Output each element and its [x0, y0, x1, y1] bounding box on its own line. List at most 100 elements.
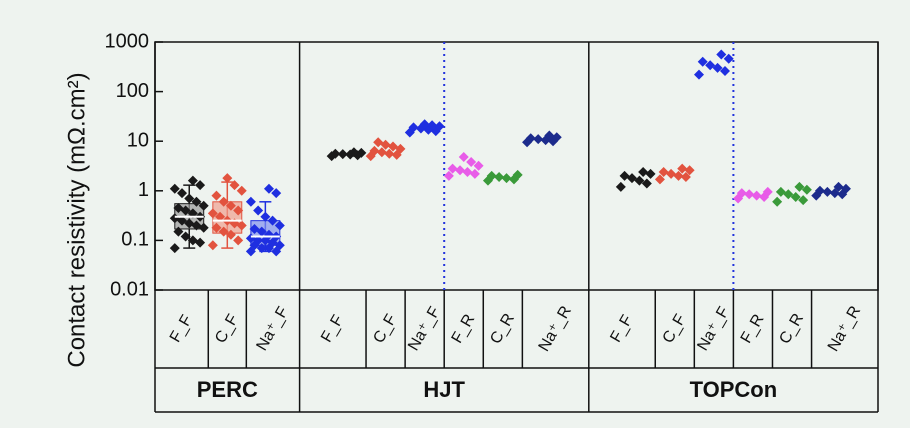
point [775, 186, 786, 197]
point [173, 203, 184, 214]
point [801, 184, 812, 195]
point [356, 147, 367, 158]
point [723, 53, 734, 64]
point [469, 168, 480, 179]
point [626, 173, 637, 184]
point [455, 165, 466, 176]
point [443, 170, 454, 181]
point [641, 178, 652, 189]
group-label: TOPCon [690, 377, 778, 402]
point [798, 195, 809, 206]
point [256, 243, 267, 254]
point [427, 120, 438, 131]
point [198, 200, 209, 211]
point [694, 69, 705, 80]
point [512, 169, 523, 180]
point [376, 147, 387, 158]
point [267, 215, 278, 226]
point [169, 243, 180, 254]
point [794, 181, 805, 192]
point [533, 134, 544, 145]
point [384, 148, 395, 159]
point [211, 190, 222, 201]
point [419, 119, 430, 130]
y-tick-label: 0.01 [110, 278, 149, 300]
point [654, 174, 665, 185]
point [263, 183, 274, 194]
point [218, 196, 229, 207]
point [236, 220, 247, 231]
point [677, 163, 688, 174]
point [462, 166, 473, 177]
point [253, 235, 264, 246]
point [330, 148, 341, 159]
point [207, 240, 218, 251]
point [191, 196, 202, 207]
point [783, 189, 794, 200]
group-label: HJT [423, 377, 465, 402]
y-tick-label: 10 [127, 129, 149, 151]
point [253, 205, 264, 216]
point [233, 205, 244, 216]
point [658, 166, 669, 177]
point [184, 193, 195, 204]
point [712, 62, 723, 73]
point [215, 211, 226, 222]
point [207, 208, 218, 219]
point [551, 132, 562, 143]
point [191, 220, 202, 231]
point [473, 160, 484, 171]
point [525, 133, 536, 144]
y-tick-label: 0.1 [121, 229, 149, 251]
point [680, 171, 691, 182]
point [814, 185, 825, 196]
point [684, 165, 695, 176]
point [744, 189, 755, 200]
point [348, 147, 359, 158]
point [822, 186, 833, 197]
y-axis-label: Contact resistivity (mΩ.cm²) [63, 72, 90, 367]
point [260, 211, 271, 222]
point [169, 183, 180, 194]
point [225, 229, 236, 240]
point [236, 185, 247, 196]
point [373, 137, 384, 148]
point [486, 170, 497, 181]
point [434, 121, 445, 132]
point [271, 188, 282, 199]
point [274, 220, 285, 231]
point [751, 190, 762, 201]
point [404, 127, 415, 138]
point [619, 170, 630, 181]
point [245, 196, 256, 207]
point [772, 196, 783, 207]
point [180, 231, 191, 242]
point [666, 168, 677, 179]
point [790, 191, 801, 202]
point [736, 188, 747, 199]
point [388, 141, 399, 152]
point [716, 49, 727, 60]
y-tick-label: 1 [138, 179, 149, 201]
point [408, 122, 419, 133]
point [187, 235, 198, 246]
y-tick-label: 100 [116, 80, 149, 102]
point [501, 173, 512, 184]
point [705, 60, 716, 71]
point [187, 175, 198, 186]
point [615, 181, 626, 192]
point [395, 143, 406, 154]
point [447, 163, 458, 174]
point [638, 166, 649, 177]
point [673, 170, 684, 181]
point [840, 183, 851, 194]
point [697, 56, 708, 67]
point [211, 222, 222, 233]
point [225, 200, 236, 211]
point [169, 213, 180, 224]
point [762, 186, 773, 197]
point [229, 180, 240, 191]
point [544, 130, 555, 141]
